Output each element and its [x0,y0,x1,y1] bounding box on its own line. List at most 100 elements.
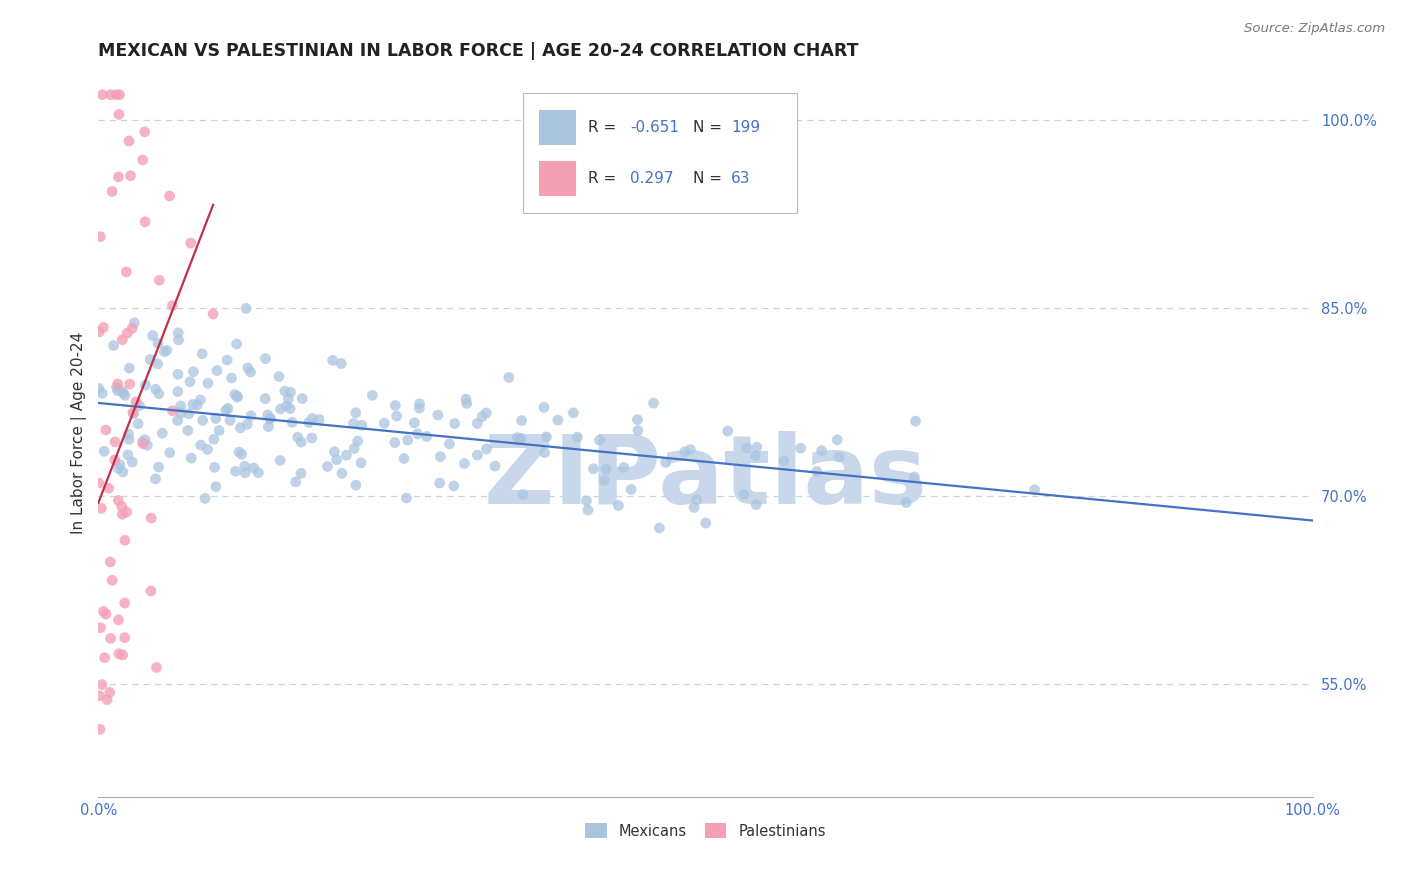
Point [643,396,665,410]
Point [208,424,231,438]
Point [475,406,498,420]
Point [91,87,114,102]
Text: R =: R = [588,120,616,135]
Point [118,377,141,392]
Point [87,476,110,491]
Point [111,500,134,514]
Point [219,413,242,427]
Point [108,87,131,102]
Point [439,437,461,451]
Point [280,385,302,400]
Point [108,647,131,661]
Point [170,406,193,420]
Point [236,417,259,432]
Point [323,444,346,458]
Point [810,443,832,458]
Point [91,386,114,401]
Point [100,87,122,102]
Point [204,411,226,425]
Point [122,406,145,420]
Point [89,689,111,703]
Point [343,442,366,456]
Point [330,467,353,481]
Point [217,353,239,368]
Point [93,803,115,817]
Point [406,426,429,441]
Point [229,421,252,435]
Point [221,371,243,385]
Point [270,401,292,416]
Point [204,460,226,475]
Point [735,441,758,455]
Point [107,461,129,475]
Point [159,445,181,459]
Point [93,604,115,618]
Point [235,301,257,316]
Point [131,434,153,449]
Point [97,481,120,495]
Point [298,416,321,430]
Point [443,479,465,493]
Point [167,368,190,382]
Point [142,328,165,343]
Point [385,409,408,423]
Point [115,505,138,519]
Point [128,399,150,413]
Point [384,435,406,450]
Point [153,344,176,359]
Point [89,229,111,244]
Point [562,406,585,420]
Point [114,533,136,548]
Point [166,413,188,427]
Point [225,464,247,478]
Point [90,501,112,516]
Point [686,493,709,508]
Point [392,451,415,466]
Point [146,357,169,371]
Point [717,424,740,438]
Point [121,321,143,335]
Point [257,419,280,434]
Point [141,511,163,525]
Point [301,411,323,425]
Point [384,399,406,413]
Point [773,453,796,467]
Point [287,430,309,444]
Point [454,392,477,407]
Point [156,343,179,358]
Point [344,478,367,492]
Point [903,470,925,484]
Point [89,325,111,339]
Point [139,584,162,599]
Text: N =: N = [693,171,723,186]
Point [145,472,167,486]
Point [228,445,250,459]
Point [607,499,630,513]
Point [114,388,136,402]
Point [536,430,558,444]
Point [254,351,277,366]
Point [115,265,138,279]
Point [1024,483,1046,497]
Point [132,436,155,450]
Point [107,613,129,627]
Point [259,411,281,425]
Point [148,460,170,475]
Point [101,185,124,199]
Point [361,388,384,402]
Point [344,406,367,420]
Text: MEXICAN VS PALESTINIAN IN LABOR FORCE | AGE 20-24 CORRELATION CHART: MEXICAN VS PALESTINIAN IN LABOR FORCE | … [98,42,859,60]
Point [626,412,648,426]
Point [301,431,323,445]
Point [93,650,115,665]
Point [679,442,702,457]
Point [162,299,184,313]
Point [117,448,139,462]
Point [284,475,307,489]
Point [107,384,129,398]
Point [91,677,114,691]
Point [453,457,475,471]
Point [789,441,811,455]
Point [93,444,115,458]
Point [308,412,330,426]
